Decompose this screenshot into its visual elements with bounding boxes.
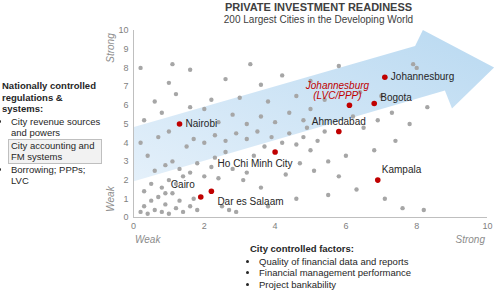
svg-text:6: 6	[123, 100, 128, 110]
svg-text:9: 9	[123, 44, 128, 54]
html-text:Borrowing; PPPs; LVC: Borrowing; PPPs; LVC	[11, 163, 86, 186]
html-text:Project bankability: Project bankability	[259, 278, 337, 290]
svg-text:7: 7	[123, 81, 128, 91]
svg-text:3: 3	[123, 156, 128, 166]
svg-text:6: 6	[343, 221, 348, 231]
html-text:City controlled factors:: City controlled factors:	[250, 243, 354, 254]
html-text:PRIVATE INVESTMENT READINESS: PRIVATE INVESTMENT READINESS	[224, 1, 413, 13]
svg-text:Bogota: Bogota	[380, 92, 412, 103]
svg-text:Kampala: Kampala	[382, 164, 422, 175]
svg-text:2: 2	[202, 221, 207, 231]
svg-text:1: 1	[123, 194, 128, 204]
html-text:Strong: Strong	[104, 33, 116, 63]
svg-text:Ahmedabad: Ahmedabad	[312, 116, 366, 127]
svg-text:Nairobi: Nairobi	[186, 118, 218, 129]
html-text:City accounting and FM systems: City accounting and FM systems	[11, 139, 95, 162]
svg-text:0: 0	[131, 221, 136, 231]
svg-text:Dar es Salaam: Dar es Salaam	[217, 196, 283, 207]
svg-text:Johannesburg(LVC/PPP): Johannesburg(LVC/PPP)	[305, 80, 370, 101]
html-text:Strong: Strong	[455, 234, 485, 245]
html-text:City revenue sources and power: City revenue sources and powers	[11, 115, 101, 138]
svg-text:2: 2	[123, 175, 128, 185]
html-text:Quality of financial data and: Quality of financial data and reports	[259, 255, 409, 267]
svg-text:4: 4	[123, 138, 128, 148]
svg-text:5: 5	[123, 119, 128, 129]
svg-text:0: 0	[123, 212, 128, 222]
svg-text:Johannesburg: Johannesburg	[391, 71, 454, 82]
html-text:Weak: Weak	[104, 186, 116, 212]
html-text:200 Largest Cities in the Deve: 200 Largest Cities in the Developing Wor…	[223, 14, 414, 25]
svg-text:10: 10	[482, 221, 492, 231]
svg-text:10: 10	[118, 25, 128, 35]
svg-text:8: 8	[414, 221, 419, 231]
svg-text:4: 4	[273, 221, 278, 231]
html-text:Financial management performan: Financial management performance	[259, 267, 412, 278]
svg-text:8: 8	[123, 63, 128, 73]
svg-text:Cairo: Cairo	[171, 179, 195, 190]
html-text:Weak: Weak	[135, 234, 161, 245]
html-text:Nationally controlled regulati: Nationally controlled regulations & syst…	[2, 80, 96, 114]
svg-text:Ho Chi Minh City: Ho Chi Minh City	[218, 158, 293, 169]
